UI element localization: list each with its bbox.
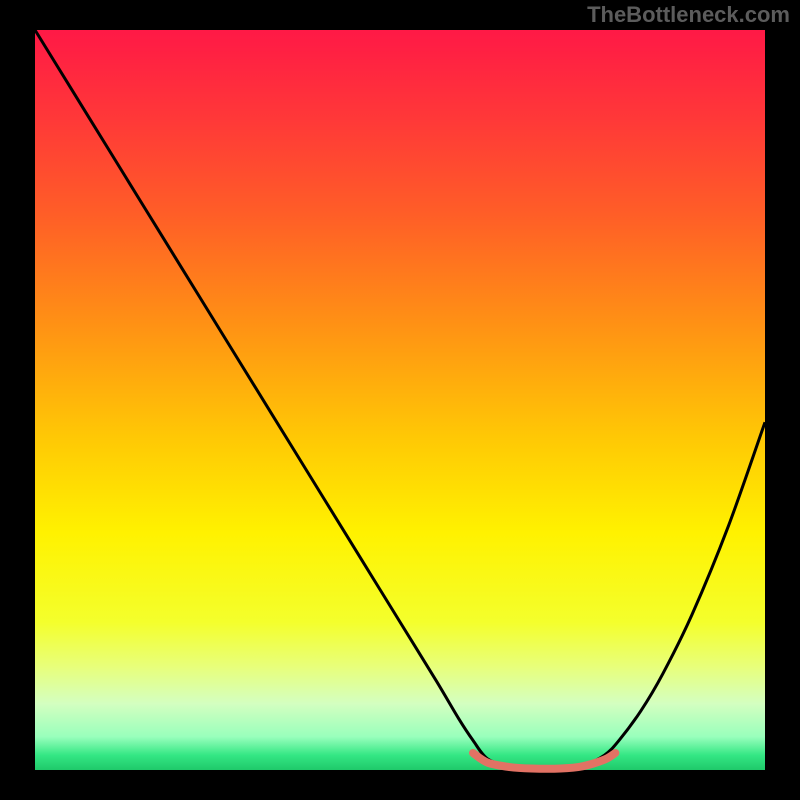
plot-background [35, 30, 765, 770]
bottleneck-chart [0, 0, 800, 800]
attribution-text: TheBottleneck.com [587, 2, 790, 28]
